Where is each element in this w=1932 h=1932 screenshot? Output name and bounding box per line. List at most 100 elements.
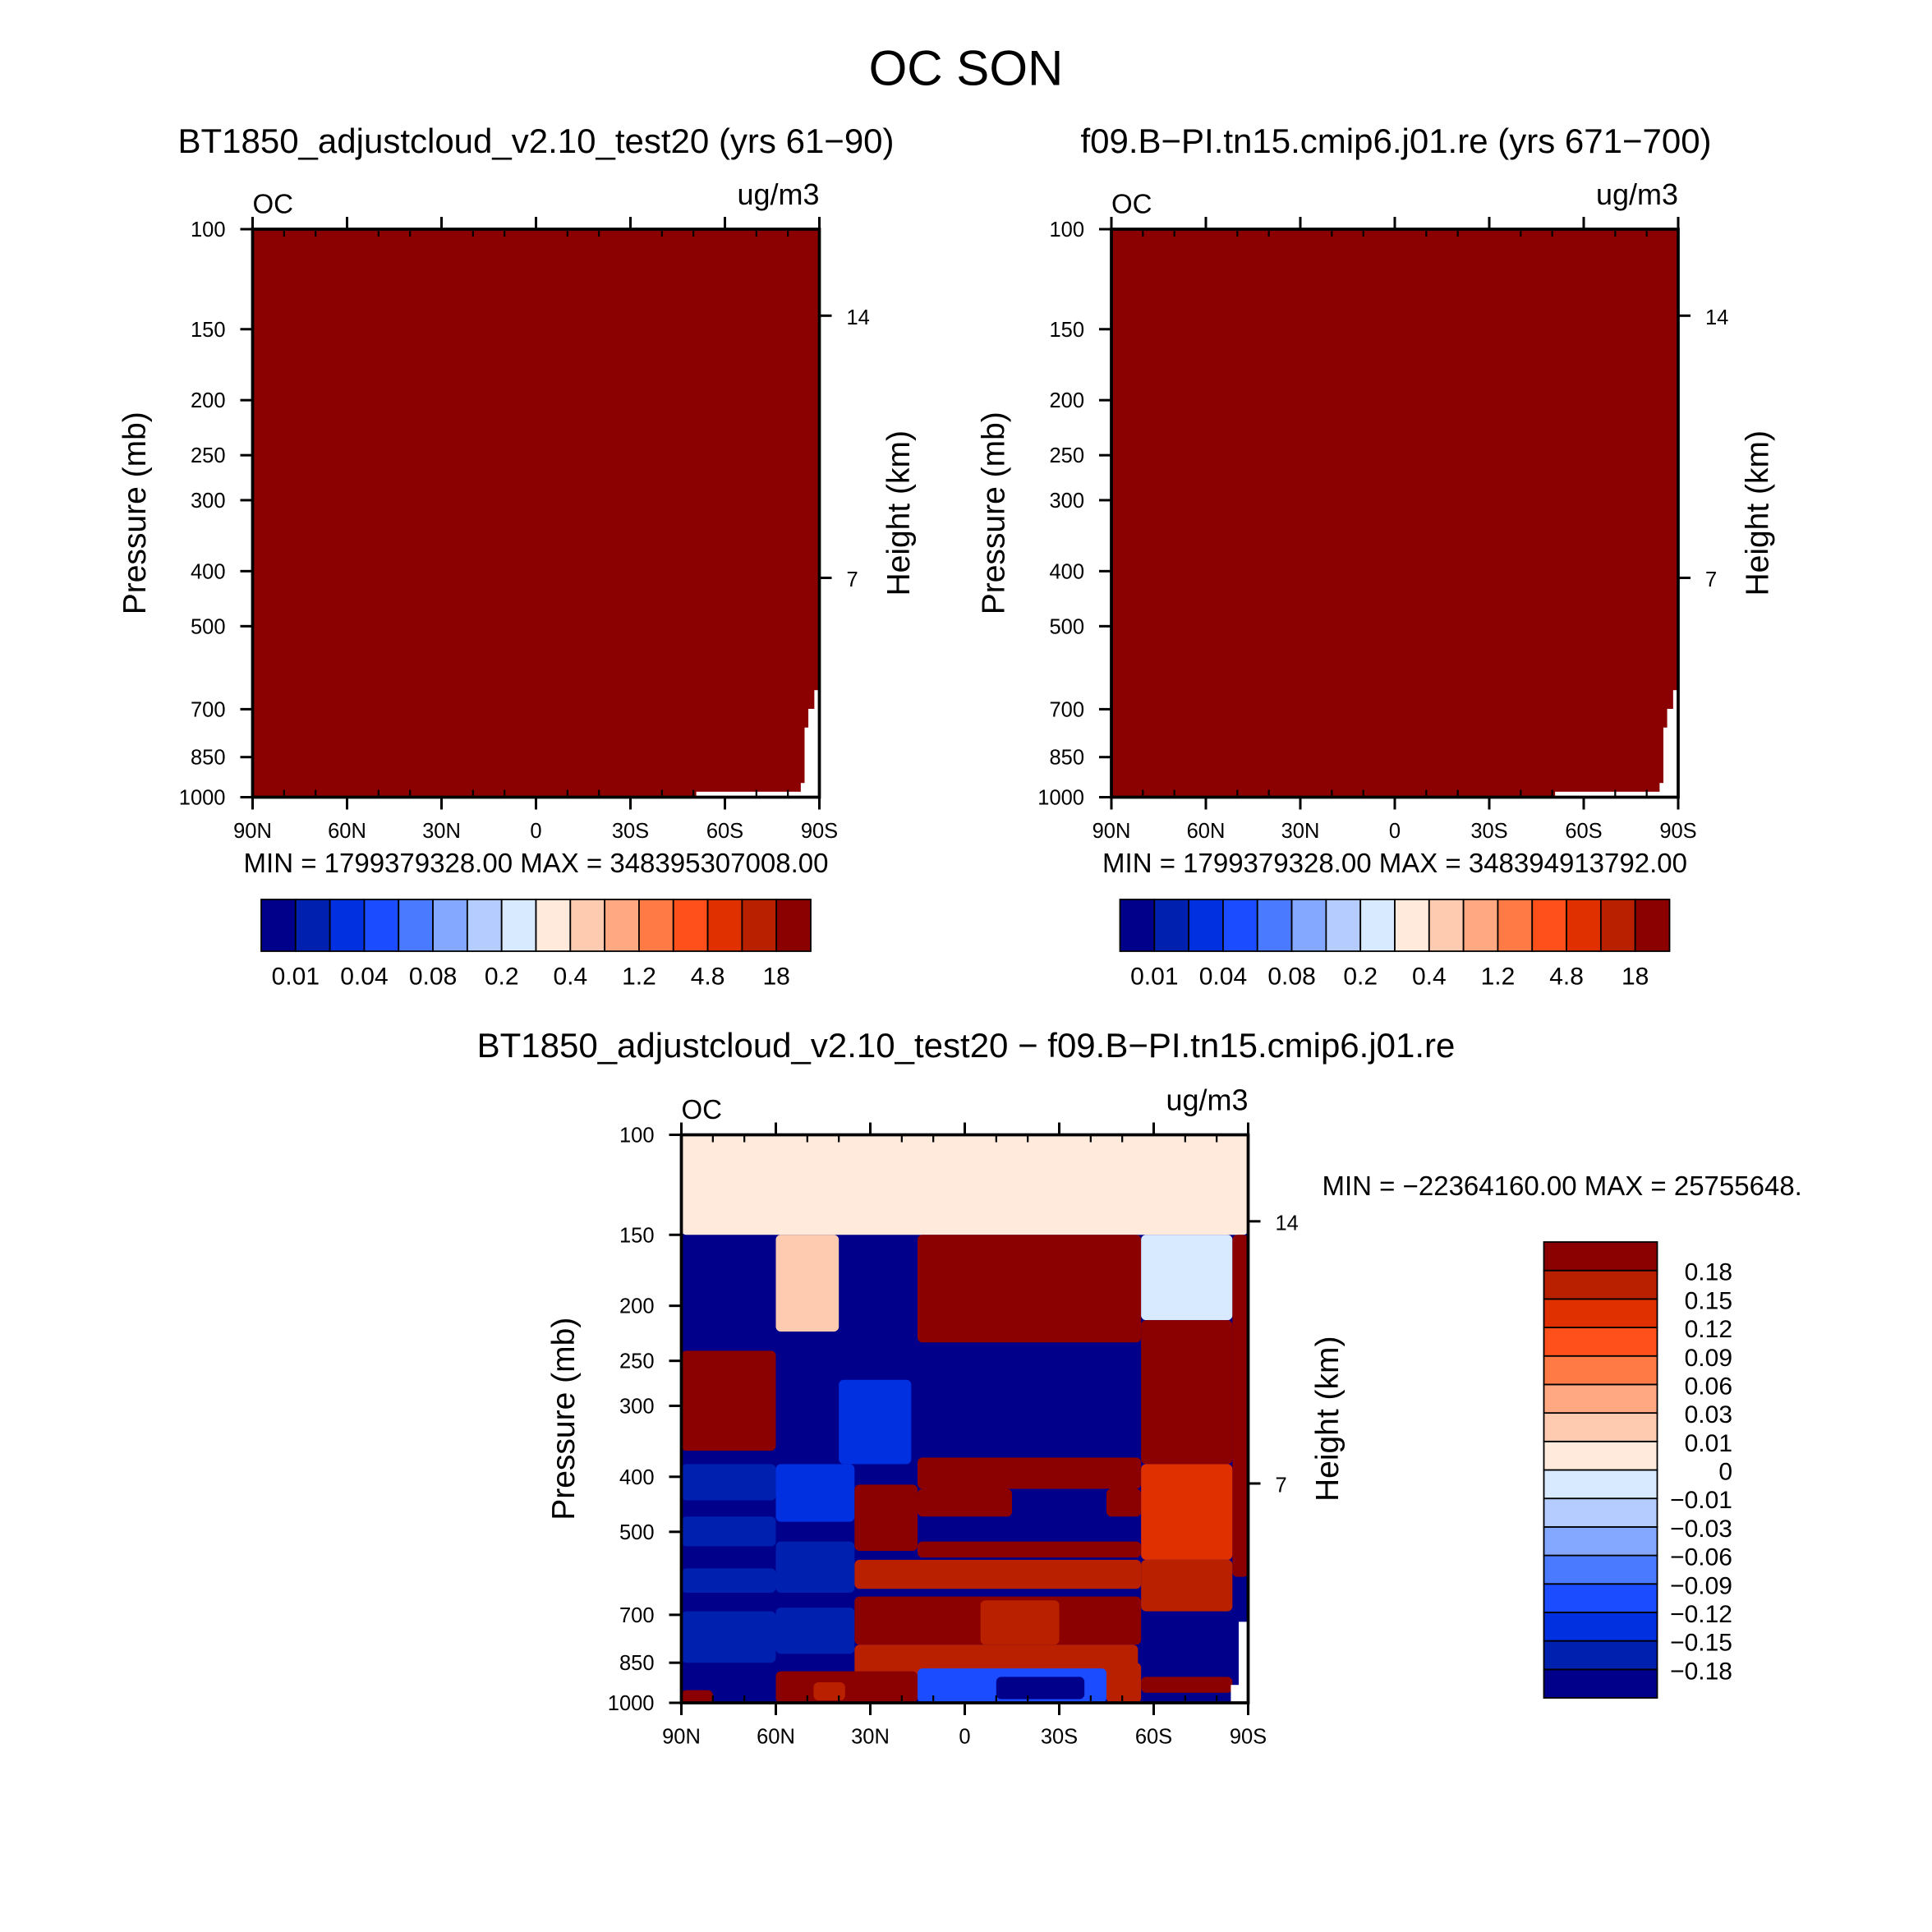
y-axis-label: Pressure (mb): [117, 412, 153, 614]
figure-title: OC SON: [869, 41, 1064, 96]
x-tick-label: 0: [1389, 820, 1401, 843]
colorbar-label: 18: [1622, 964, 1649, 991]
x-tick-label: 90N: [662, 1726, 701, 1749]
contour-region: [1232, 1235, 1249, 1577]
colorbar-label: −0.03: [1670, 1516, 1732, 1543]
colorbar-label: 0.04: [340, 964, 388, 991]
colorbar-label: 0: [1718, 1459, 1732, 1486]
x-tick-label: 90N: [1092, 820, 1131, 843]
x-tick-label: 60S: [1135, 1726, 1172, 1749]
x-tick-label: 30S: [1470, 820, 1507, 843]
panel-1: 90N 60N 30N 0 30S 60S 90S 100 150 200 250 300 400 500…: [117, 122, 917, 991]
y-tick-label: 1000: [179, 787, 226, 810]
contour-region: [854, 1559, 1142, 1589]
x-tick-label: 0: [530, 820, 541, 843]
colorbar-label: −0.18: [1670, 1658, 1732, 1685]
contour-region: [681, 1611, 776, 1663]
colorbar-box: [1462, 899, 1499, 952]
y-tick-label: 400: [1049, 560, 1084, 583]
contour-region: [775, 1671, 918, 1703]
y-tick-label: 400: [191, 560, 226, 583]
colorbar-box: [1543, 1298, 1658, 1328]
y-tick-label: 700: [619, 1604, 655, 1627]
height-tick-label: 7: [1705, 568, 1717, 591]
missing-data-region: [1230, 1685, 1249, 1703]
panel-title: BT1850_adjustcloud_v2.10_test20 − f09.B−…: [477, 1026, 1456, 1065]
colorbar-box: [672, 899, 709, 952]
colorbar-box: [1543, 1640, 1658, 1671]
x-tick-label: 30N: [422, 820, 461, 843]
units-label: ug/m3: [1166, 1083, 1248, 1117]
y-tick-label: 150: [191, 319, 226, 342]
min-max-stats: MIN = 1799379328.00 MAX = 348395307008.0…: [244, 848, 829, 878]
colorbar-label: 0.08: [1267, 964, 1315, 991]
colorbar-box: [500, 899, 537, 952]
panel-title: BT1850_adjustcloud_v2.10_test20 (yrs 61−…: [177, 122, 894, 160]
x-tick-label: 60S: [1565, 820, 1602, 843]
colorbar-box: [432, 899, 468, 952]
y-tick-label: 500: [619, 1521, 655, 1544]
height-axis-label: Height (km): [1741, 430, 1776, 596]
y-tick-label: 500: [191, 615, 226, 638]
y-tick-label: 100: [619, 1125, 655, 1148]
y-tick-label: 100: [1049, 218, 1084, 242]
contour-region: [1106, 1488, 1142, 1517]
contour-region: [996, 1677, 1085, 1700]
x-tick-label: 0: [959, 1726, 970, 1749]
colorbar-label: 0.01: [1685, 1430, 1732, 1457]
colorbar-box: [466, 899, 503, 952]
colorbar-label: 0.09: [1685, 1345, 1732, 1372]
contour-region: [681, 1464, 776, 1501]
x-tick-label: 90S: [1230, 1726, 1267, 1749]
contour-region: [813, 1681, 845, 1700]
contour-region: [681, 1568, 776, 1593]
contour-fill-background: [1111, 229, 1678, 798]
colorbar-box: [1566, 899, 1602, 952]
height-tick-label: 14: [1276, 1212, 1299, 1235]
y-tick-label: 850: [619, 1652, 655, 1675]
colorbar-label: 0.03: [1685, 1401, 1732, 1428]
contour-region: [1141, 1235, 1233, 1321]
colorbar-label: 0.08: [409, 964, 457, 991]
y-tick-label: 500: [1049, 615, 1084, 638]
colorbar-label: −0.06: [1670, 1544, 1732, 1571]
colorbar-box: [741, 899, 778, 952]
colorbar-box: [329, 899, 366, 952]
colorbar-box: [1153, 899, 1190, 952]
panel-title: f09.B−PI.tn15.cmip6.j01.re (yrs 671−700): [1080, 122, 1711, 160]
panel-3: 90N 60N 30N 0 30S 60S 90S 100 150 200 250 300 400 500…: [477, 1026, 1802, 1749]
colorbar-box: [1543, 1383, 1658, 1414]
x-tick-label: 30N: [1281, 820, 1320, 843]
colorbar-label: 0.2: [1343, 964, 1378, 991]
y-tick-label: 700: [191, 698, 226, 721]
missing-data-region: [1555, 791, 1678, 798]
y-axis-label: Pressure (mb): [977, 412, 1012, 614]
colorbar-box: [1188, 899, 1224, 952]
colorbar-box: [1543, 1668, 1658, 1699]
colorbar-box: [1256, 899, 1293, 952]
contour-region: [681, 1350, 776, 1451]
contour-region: [775, 1464, 855, 1522]
contour-region: [1141, 1320, 1233, 1465]
contour-region: [918, 1541, 1142, 1558]
variable-label: OC: [1111, 189, 1152, 219]
contour-region: [918, 1488, 1012, 1517]
units-label: ug/m3: [737, 177, 819, 211]
colorbar-box: [1394, 899, 1430, 952]
variable-label: OC: [682, 1094, 723, 1125]
colorbar-box: [260, 899, 297, 952]
colorbar-box: [1543, 1554, 1658, 1585]
colorbar-box: [604, 899, 640, 952]
height-tick-label: 14: [847, 306, 870, 329]
colorbar-box: [1325, 899, 1362, 952]
y-tick-label: 200: [191, 389, 226, 412]
contour-region: [1141, 1464, 1233, 1560]
colorbar-label: 0.12: [1685, 1316, 1732, 1343]
colorbar-label: 0.4: [553, 964, 587, 991]
colorbar-box: [1543, 1355, 1658, 1386]
height-axis-label: Height (km): [1310, 1336, 1346, 1502]
colorbar-label: 4.8: [691, 964, 725, 991]
contour-region: [1106, 1663, 1142, 1703]
contour-region: [681, 1516, 776, 1547]
contour-region: [681, 1690, 713, 1703]
